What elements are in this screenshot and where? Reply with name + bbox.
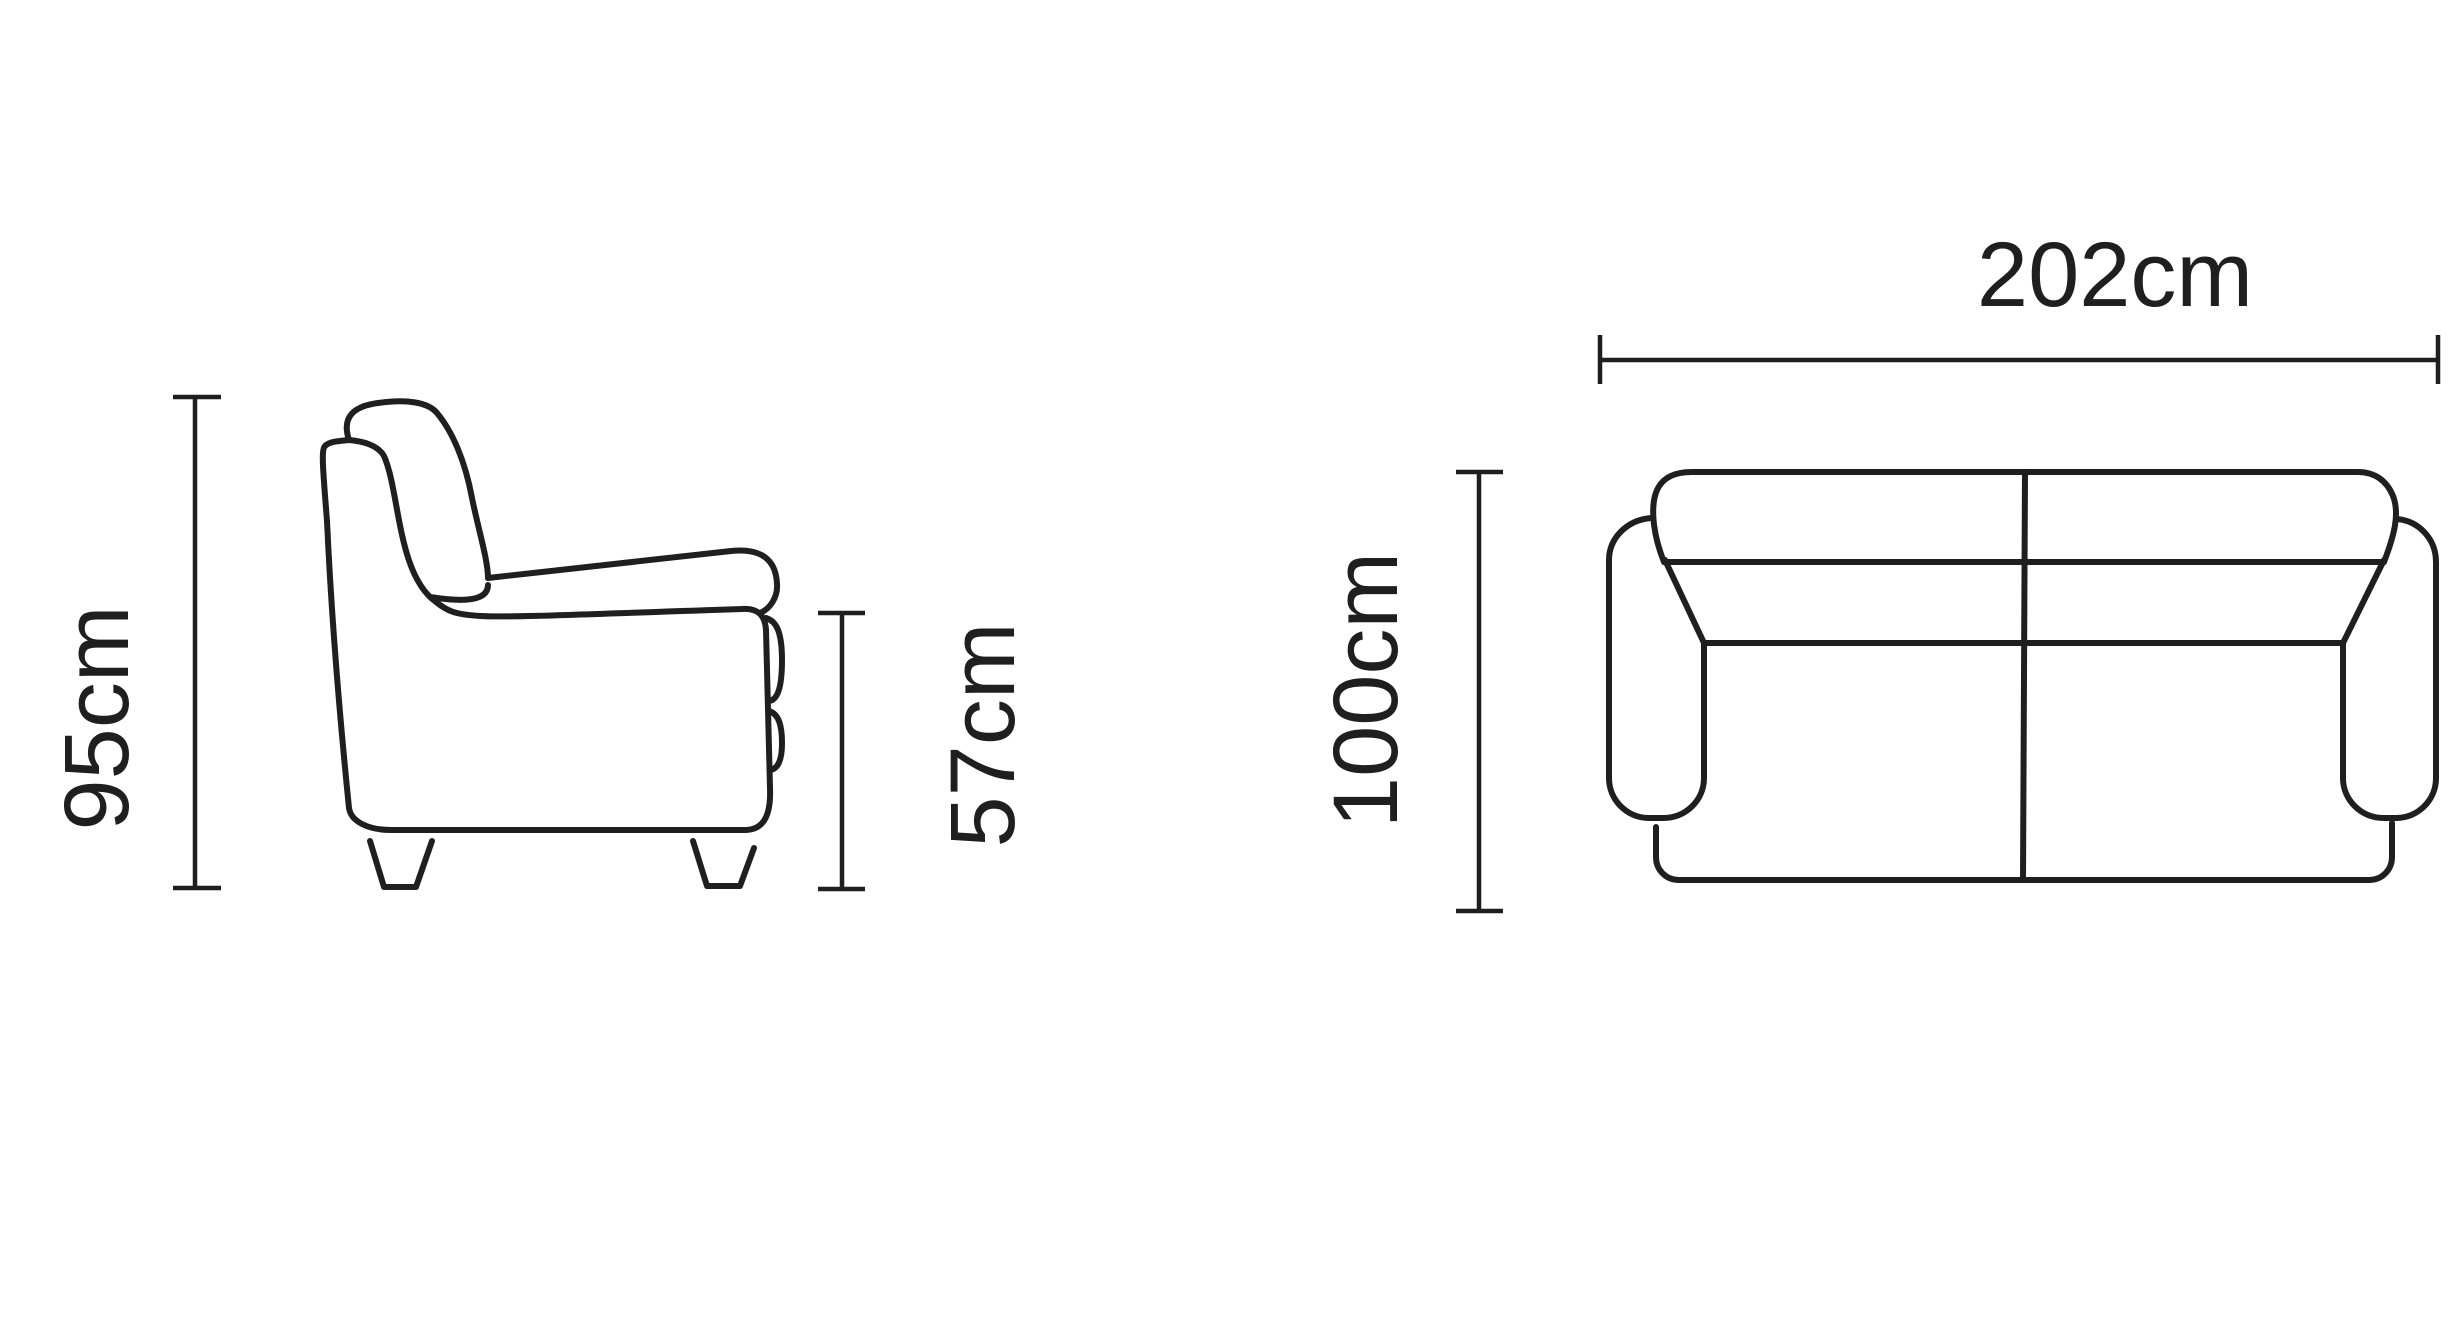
width-label: 202cm [1977, 224, 2253, 326]
seat-height-dimension [818, 610, 865, 892]
height-label: 95cm [46, 606, 148, 831]
height-dimension [173, 394, 221, 891]
sofa-side-view [319, 398, 785, 890]
depth-label: 100cm [1315, 552, 1417, 828]
width-dimension [1597, 335, 2441, 384]
seat-height-label: 57cm [932, 623, 1034, 848]
sofa-top-view [1606, 469, 2439, 883]
depth-dimension [1456, 469, 1503, 914]
